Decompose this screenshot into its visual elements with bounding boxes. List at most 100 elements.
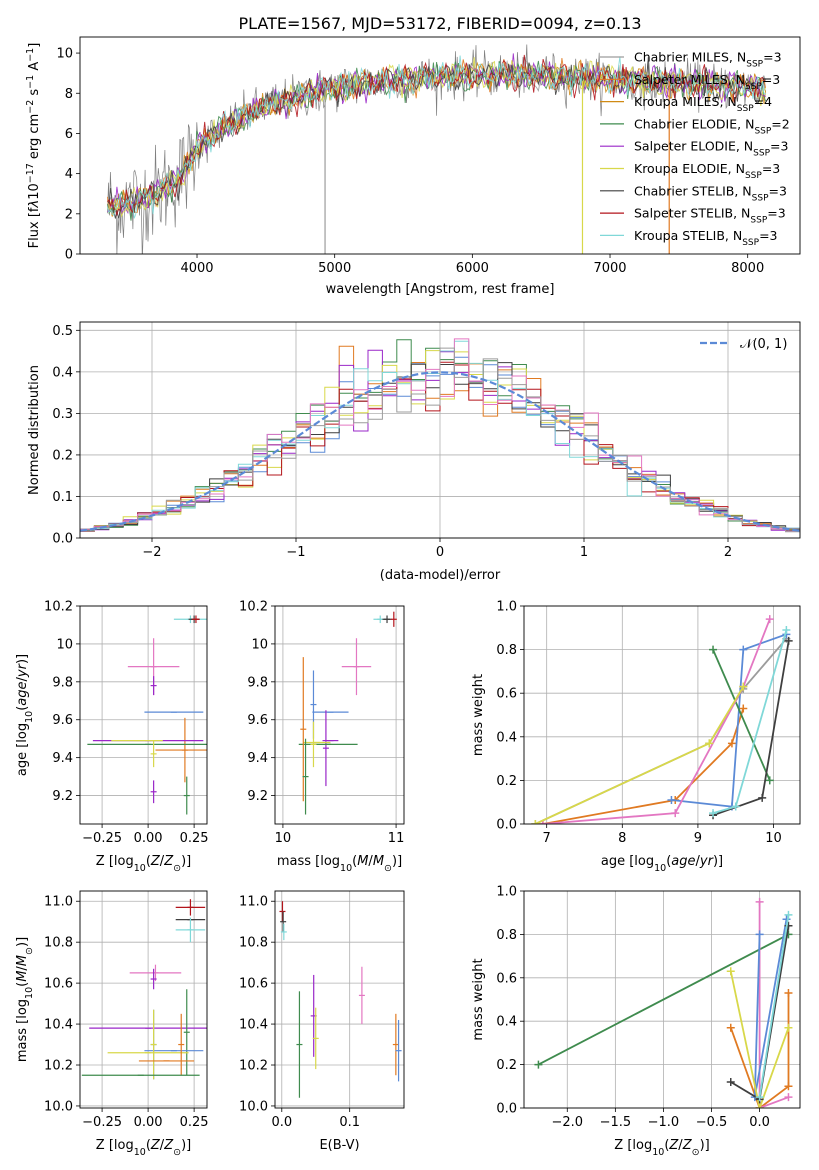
spectrum-panel: 4000 5000 6000 7000 8000 0 2 4 6 8 10 wavelength [A… — [25, 36, 801, 297]
y-tick-label: 10.4 — [239, 1018, 268, 1033]
y-tick-label: 10.6 — [44, 977, 73, 992]
legend-label-kroupa-miles: Kroupa MILES, NSSP=4 — [634, 94, 772, 114]
y-tick-label: 2 — [65, 207, 73, 222]
x-tick-label: 9 — [694, 831, 702, 846]
axes-frame — [274, 605, 405, 825]
y-tick-label: 6 — [65, 127, 73, 142]
weight-marker — [709, 809, 718, 818]
weight-marker — [726, 1023, 735, 1032]
x-tick-label: 0.1 — [339, 1115, 360, 1130]
age-vs-metallicity-panel: −0.25 0.00 0.25 9.2 9.4 9.6 9.8 10 10.2 Z [log10(… — [15, 600, 209, 874]
x-tick-label: 0.0 — [271, 1115, 292, 1130]
y-tick-label: 0.4 — [496, 1015, 517, 1030]
x-tick-label: 10 — [275, 831, 292, 846]
x-axis-label: age [log10(age/yr)] — [601, 854, 723, 874]
y-tick-label: 9.2 — [52, 789, 73, 804]
weight-line — [729, 971, 790, 1108]
legend-label-kroupa-stelib: Kroupa STELIB, NSSP=3 — [634, 228, 778, 248]
spectrum-model-line — [107, 56, 767, 215]
y-axis-label: Flux [fλ10−17 erg cm−2 s−1 A−1] — [25, 43, 43, 249]
x-tick-label: −1.5 — [600, 1115, 632, 1130]
y-tick-label: 10.8 — [44, 936, 73, 951]
weight-marker — [784, 1023, 793, 1032]
errorbar-points — [81, 899, 207, 1080]
x-tick-label: 1 — [580, 545, 588, 560]
weight-series — [534, 897, 793, 1108]
weight-marker — [755, 1104, 764, 1108]
x-axis-label: Z [log10(Z/Z⊙)] — [96, 854, 191, 874]
x-tick-label: 5000 — [318, 261, 351, 276]
x-axis-label: mass [log10(M/M⊙)] — [277, 854, 402, 874]
weight-marker — [667, 796, 676, 805]
y-tick-label: 9.6 — [247, 713, 268, 728]
y-tick-label: 10.2 — [239, 1059, 268, 1074]
weight-marker — [784, 910, 793, 919]
weight-series — [531, 615, 793, 824]
y-tick-label: 1.0 — [496, 885, 517, 900]
spectrum-model-line — [107, 60, 767, 221]
errorbar-points — [279, 901, 402, 1098]
x-axis-label: wavelength [Angstrom, rest frame] — [326, 282, 555, 297]
y-tick-label: 0 — [65, 248, 73, 263]
spectrum-model-line — [107, 57, 766, 218]
weight-marker — [731, 802, 740, 811]
x-axis-label: E(B-V) — [319, 1138, 359, 1153]
y-tick-label: 0.0 — [496, 1102, 517, 1117]
legend-label-chabrier-miles: Chabrier MILES, NSSP=3 — [634, 50, 782, 70]
x-axis-label: Z [log10(Z/Z⊙)] — [96, 1138, 191, 1158]
y-tick-label: 0.0 — [52, 532, 73, 547]
weight-marker — [534, 1060, 543, 1069]
y-tick-label: 0.6 — [496, 971, 517, 986]
x-axis-label: Z [log10(Z/Z⊙)] — [614, 1138, 709, 1158]
y-tick-label: 10.2 — [239, 600, 268, 615]
x-tick-label: −0.5 — [696, 1115, 728, 1130]
x-tick-label: 0.0 — [749, 1115, 770, 1130]
y-tick-label: 11.0 — [239, 895, 268, 910]
weight-marker — [784, 988, 793, 997]
weight-line — [542, 618, 771, 824]
weight-marker — [784, 921, 793, 930]
spectrum-model-line — [107, 55, 766, 219]
x-tick-label: 0.00 — [134, 831, 163, 846]
y-tick-label: 10.0 — [239, 1099, 268, 1114]
x-tick-label: 11 — [388, 831, 405, 846]
y-tick-label: 10 — [56, 637, 73, 652]
y-tick-label: 0.2 — [52, 448, 73, 463]
weight-line — [537, 933, 789, 1066]
mass-vs-ebv-panel: 0.0 0.1 10.0 10.2 10.4 10.6 10.8 11.0 E(B-V) — [239, 890, 405, 1153]
y-tick-label: 0.1 — [52, 490, 73, 505]
weight-marker — [726, 1077, 735, 1086]
normal-reference-curve — [80, 371, 800, 532]
x-tick-label: 8000 — [731, 261, 764, 276]
errorbar-points — [298, 611, 397, 815]
y-tick-label: 1.0 — [496, 600, 517, 615]
y-tick-label: 10.8 — [239, 936, 268, 951]
y-tick-label: 0.2 — [496, 1058, 517, 1073]
y-tick-label: 10 — [56, 47, 73, 62]
weight-marker — [671, 809, 680, 818]
y-axis-label: mass [log10(M/M⊙)] — [15, 937, 35, 1062]
x-tick-label: −1 — [286, 545, 305, 560]
x-tick-label: 2 — [724, 545, 732, 560]
x-tick-label: −0.25 — [82, 831, 122, 846]
x-tick-label: 6000 — [456, 261, 489, 276]
x-tick-label: 0.25 — [180, 1115, 209, 1130]
x-tick-label: 7 — [543, 831, 551, 846]
legend-label-salpeter-stelib: Salpeter STELIB, NSSP=3 — [634, 206, 786, 226]
weight-marker — [784, 1082, 793, 1091]
x-tick-label: 0.00 — [134, 1115, 163, 1130]
weight-marker — [758, 793, 767, 802]
errorbar-points — [87, 615, 207, 815]
y-tick-label: 0.4 — [52, 365, 73, 380]
spectrum-model-line — [107, 58, 767, 214]
weight-vs-metallicity-panel: −2.0 −1.5 −1.0 −0.5 0.0 0.0 0.2 0.4 0.6 0.8 1.0 Z [… — [471, 885, 801, 1158]
weight-line — [712, 649, 771, 781]
y-axis-label: mass weight — [471, 674, 486, 756]
y-tick-label: 0.3 — [52, 407, 73, 422]
y-tick-label: 8 — [65, 87, 73, 102]
residuals-panel: −2 −1 0 1 2 0.0 0.1 0.2 0.3 0.4 0.5 (data-model)/er… — [27, 321, 801, 583]
y-axis-label: age [log10(age/yr)] — [15, 654, 35, 776]
y-tick-label: 0.8 — [496, 643, 517, 658]
histogram-step-line — [80, 347, 800, 533]
y-tick-label: 11.0 — [44, 895, 73, 910]
